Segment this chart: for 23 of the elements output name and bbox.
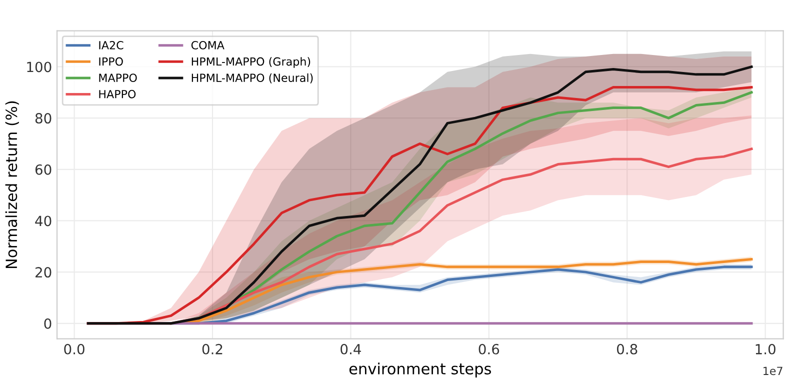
x-tick-label: 0.4	[340, 344, 361, 354]
y-tick-label: 20	[36, 267, 52, 278]
x-tick-label: 0.6	[478, 344, 500, 354]
x-tick-label: 0.2	[202, 344, 222, 354]
y-tick-label: 100	[27, 62, 52, 72]
legend-label: COMA	[191, 40, 224, 50]
line-series	[197, 91, 753, 320]
legend-label: IA2C	[99, 40, 124, 50]
y-tick-label: 40	[35, 216, 52, 226]
y-axis-title: Normalized return (%)	[5, 101, 19, 268]
x-tick-label: 0.0	[64, 344, 84, 354]
y-tick-label: 60	[35, 164, 52, 175]
y-tick-label: 0	[44, 318, 52, 329]
legend-label: HPML-MAPPO (Neural)	[192, 73, 313, 84]
x-axis-title: environment steps	[349, 362, 491, 378]
legend-label: HAPPO	[99, 90, 136, 98]
legend-label: MAPPO	[99, 74, 137, 82]
legend-label: HPML-MAPPO (Graph)	[192, 57, 310, 68]
legend-label: IPPO	[99, 57, 123, 66]
text: 1e7	[764, 366, 782, 376]
y-tick-label: 80	[35, 113, 52, 124]
x-tick-label: 1.0	[756, 344, 776, 354]
x-tick-label: 0.8	[616, 344, 638, 354]
